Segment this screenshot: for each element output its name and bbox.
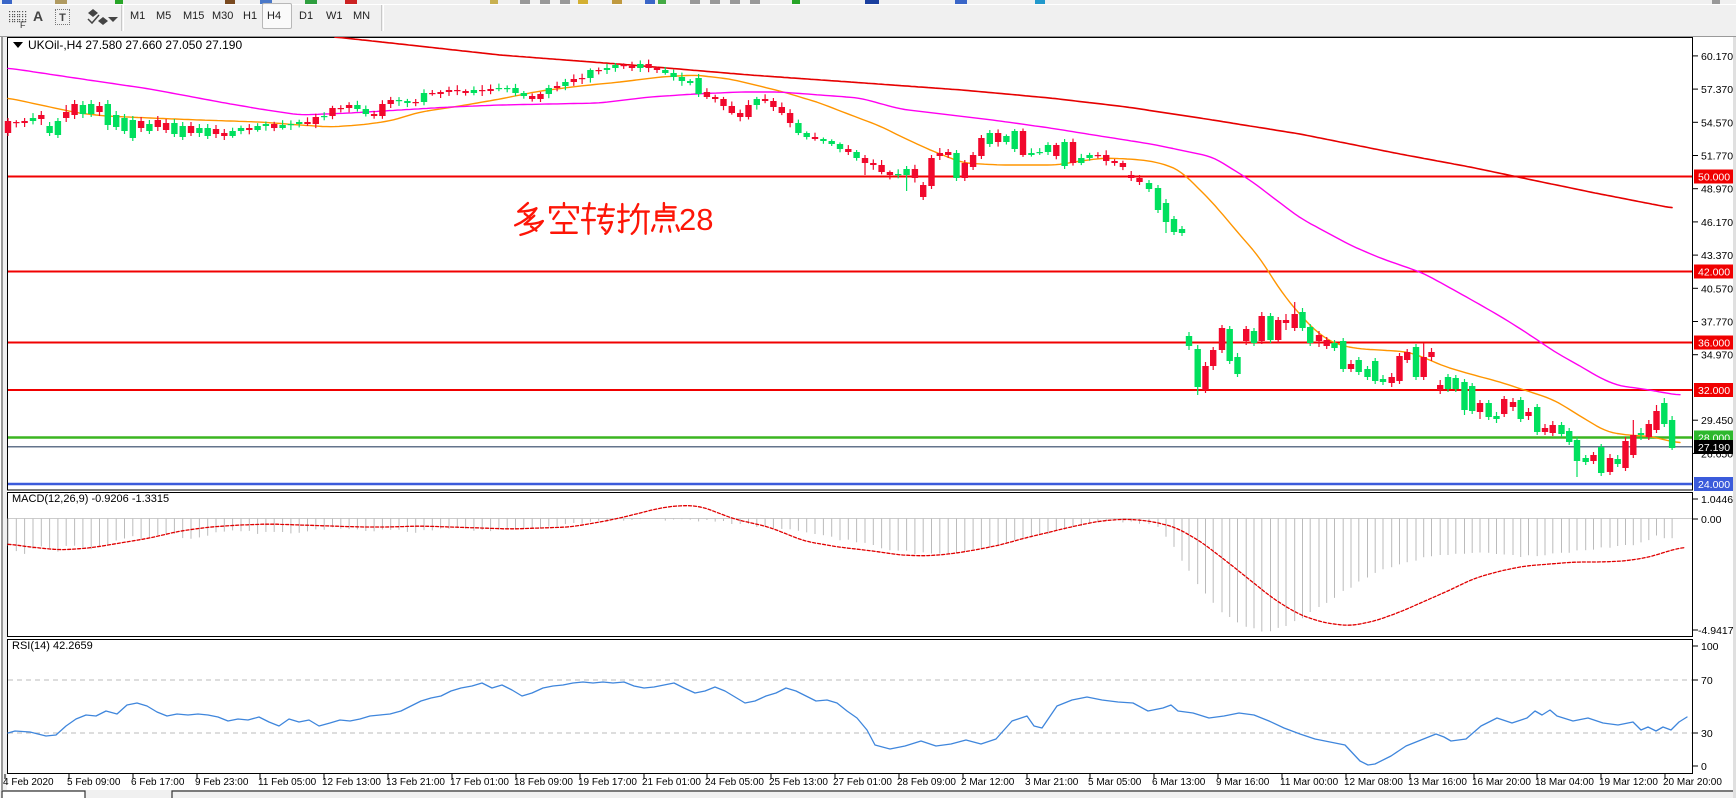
svg-text:40.570: 40.570 (1701, 283, 1733, 295)
svg-text:48.970: 48.970 (1701, 184, 1733, 196)
svg-text:MACD(12,26,9) -0.9206 -1.3315: MACD(12,26,9) -0.9206 -1.3315 (12, 493, 169, 505)
svg-text:36.000: 36.000 (1698, 338, 1730, 350)
svg-text:RSI(14) 42.2659: RSI(14) 42.2659 (12, 640, 93, 652)
svg-text:70: 70 (1701, 675, 1713, 687)
svg-text:2 Mar 12:00: 2 Mar 12:00 (961, 777, 1015, 788)
svg-text:F: F (20, 20, 26, 30)
svg-text:20 Mar 20:00: 20 Mar 20:00 (1663, 777, 1722, 788)
svg-text:42.000: 42.000 (1698, 267, 1730, 279)
svg-text:12 Feb 13:00: 12 Feb 13:00 (322, 777, 381, 788)
svg-text:6 Feb 17:00: 6 Feb 17:00 (131, 777, 185, 788)
svg-text:0: 0 (1701, 761, 1707, 773)
svg-text:34.970: 34.970 (1701, 350, 1733, 362)
svg-text:60.170: 60.170 (1701, 51, 1733, 63)
svg-text:19 Mar 12:00: 19 Mar 12:00 (1599, 777, 1658, 788)
svg-text:37.770: 37.770 (1701, 317, 1733, 329)
svg-text:16 Mar 20:00: 16 Mar 20:00 (1472, 777, 1531, 788)
svg-text:100: 100 (1701, 641, 1719, 653)
svg-text:27.190: 27.190 (1698, 442, 1730, 454)
svg-text:24.000: 24.000 (1698, 479, 1730, 491)
svg-text:17 Feb 01:00: 17 Feb 01:00 (450, 777, 509, 788)
svg-text:28: 28 (679, 202, 713, 237)
svg-text:9 Mar 16:00: 9 Mar 16:00 (1216, 777, 1270, 788)
svg-text:54.570: 54.570 (1701, 117, 1733, 129)
svg-text:28 Feb 09:00: 28 Feb 09:00 (897, 777, 956, 788)
svg-text:43.370: 43.370 (1701, 250, 1733, 262)
svg-text:13 Mar 16:00: 13 Mar 16:00 (1408, 777, 1467, 788)
svg-text:3 Mar 21:00: 3 Mar 21:00 (1025, 777, 1079, 788)
svg-text:18 Mar 04:00: 18 Mar 04:00 (1535, 777, 1594, 788)
svg-text:19 Feb 17:00: 19 Feb 17:00 (578, 777, 637, 788)
svg-text:6 Mar 13:00: 6 Mar 13:00 (1152, 777, 1206, 788)
svg-text:30: 30 (1701, 728, 1713, 740)
svg-text:13 Feb 21:00: 13 Feb 21:00 (386, 777, 445, 788)
svg-text:1.0446: 1.0446 (1701, 494, 1733, 506)
svg-text:21 Feb 01:00: 21 Feb 01:00 (642, 777, 701, 788)
svg-text:18 Feb 09:00: 18 Feb 09:00 (514, 777, 573, 788)
svg-text:4 Feb 2020: 4 Feb 2020 (3, 777, 54, 788)
svg-text:51.770: 51.770 (1701, 151, 1733, 163)
svg-text:25 Feb 13:00: 25 Feb 13:00 (769, 777, 828, 788)
svg-text:11 Feb 05:00: 11 Feb 05:00 (258, 777, 317, 788)
svg-text:UKOil-,H4 27.580 27.660 27.05: UKOil-,H4 27.580 27.660 27.050 27.190 (28, 38, 242, 52)
svg-text:0.00: 0.00 (1701, 514, 1722, 526)
svg-text:27 Feb 01:00: 27 Feb 01:00 (833, 777, 892, 788)
svg-text:5 Mar 05:00: 5 Mar 05:00 (1088, 777, 1142, 788)
svg-text:12 Mar 08:00: 12 Mar 08:00 (1344, 777, 1403, 788)
svg-text:57.370: 57.370 (1701, 84, 1733, 96)
svg-text:32.000: 32.000 (1698, 385, 1730, 397)
svg-text:46.170: 46.170 (1701, 217, 1733, 229)
svg-text:29.450: 29.450 (1701, 415, 1733, 427)
svg-text:9 Feb 23:00: 9 Feb 23:00 (195, 777, 249, 788)
svg-text:50.000: 50.000 (1698, 172, 1730, 184)
svg-text:11 Mar 00:00: 11 Mar 00:00 (1280, 777, 1339, 788)
svg-text:-4.9417: -4.9417 (1698, 625, 1734, 637)
svg-text:5 Feb 09:00: 5 Feb 09:00 (67, 777, 121, 788)
svg-text:24 Feb 05:00: 24 Feb 05:00 (705, 777, 764, 788)
